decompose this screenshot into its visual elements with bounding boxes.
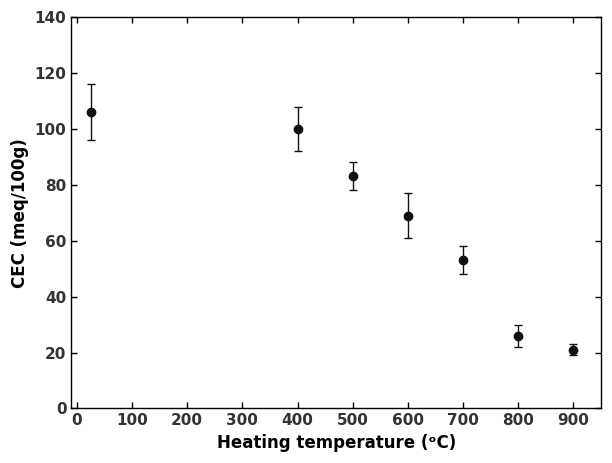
- Y-axis label: CEC (meq/100g): CEC (meq/100g): [11, 138, 29, 288]
- X-axis label: Heating temperature (ᵒC): Heating temperature (ᵒC): [217, 434, 456, 452]
